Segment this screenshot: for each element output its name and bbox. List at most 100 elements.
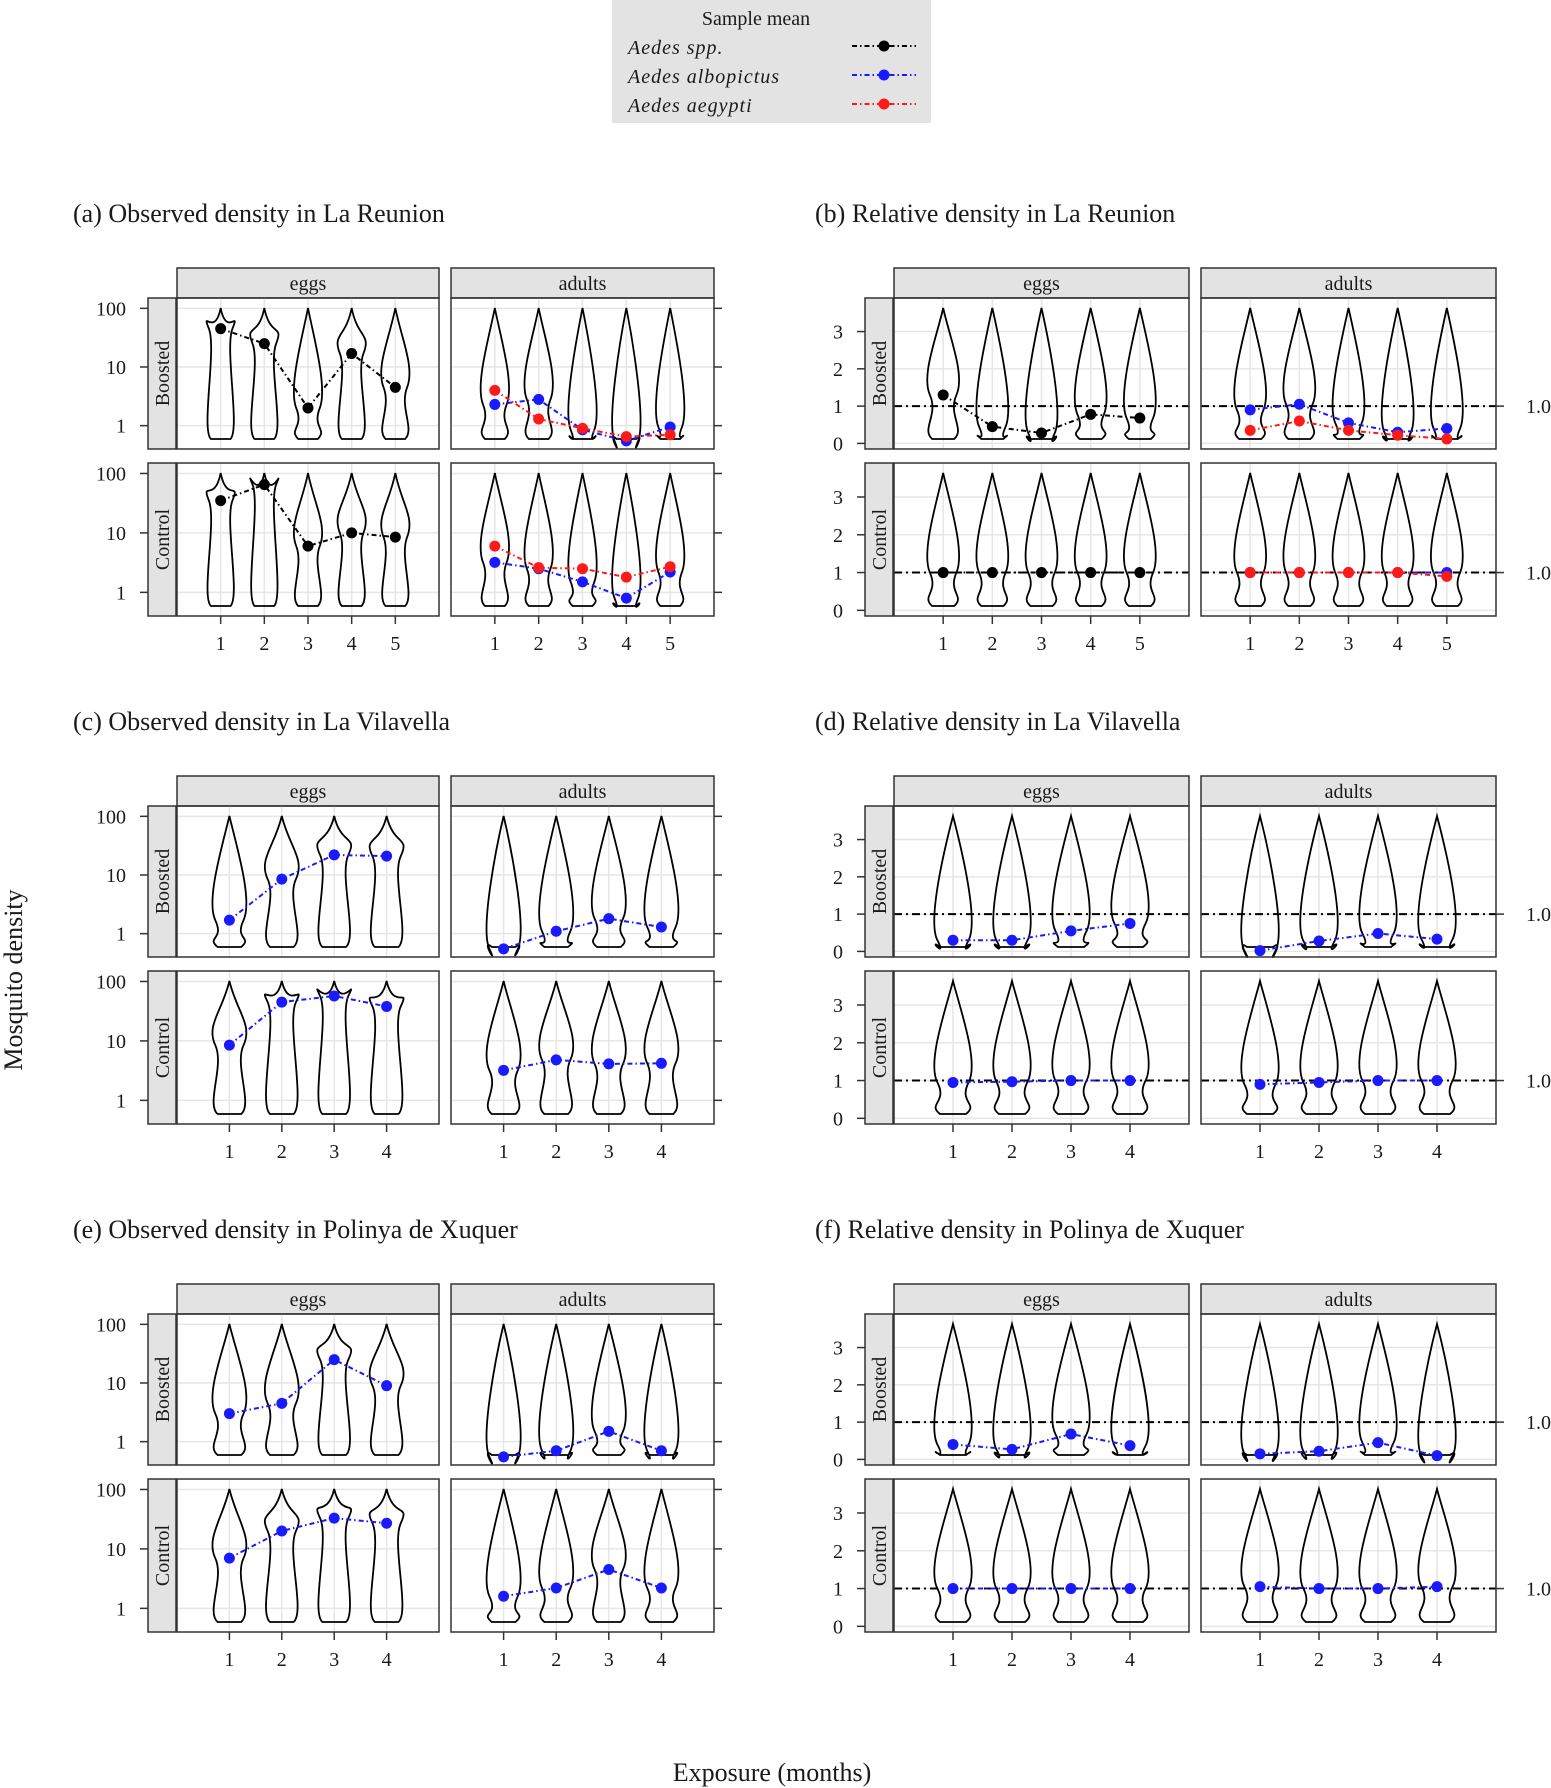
mean-point-spp xyxy=(1134,412,1146,424)
strip-label-adults-e: adults xyxy=(559,1289,607,1311)
x-tick-label: 4 xyxy=(1125,1141,1135,1163)
x-tick-label: 1 xyxy=(948,1141,958,1163)
strip-label-eggs-a: eggs xyxy=(290,273,327,295)
violin xyxy=(655,472,686,607)
mean-line-albo xyxy=(1259,1441,1438,1457)
violin xyxy=(1110,977,1150,1115)
mean-point-albo xyxy=(1293,398,1305,410)
violin xyxy=(1299,1485,1339,1623)
x-tick-label: 1 xyxy=(499,1649,509,1671)
x-tick-label: 2 xyxy=(1294,633,1304,655)
x-tick-label: 2 xyxy=(1007,1141,1017,1163)
mean-point-albo xyxy=(1244,404,1256,416)
violin xyxy=(1024,307,1059,443)
facet-border xyxy=(450,1313,715,1466)
reference-label: 1.0 xyxy=(1526,1412,1551,1434)
mean-point-albo xyxy=(276,1397,288,1409)
row-strip-boosted-b xyxy=(864,297,894,450)
mean-point-albo xyxy=(1313,1076,1325,1088)
mean-point-albo xyxy=(1006,1583,1018,1595)
y-tick-label: 1 xyxy=(833,396,843,418)
violin xyxy=(292,307,324,440)
x-tick-label: 1 xyxy=(499,1141,509,1163)
mean-line-albo xyxy=(503,1568,662,1598)
strip-label-eggs-c: eggs xyxy=(290,781,327,803)
legend-key-dot-albopictus xyxy=(878,69,890,81)
mean-point-spp xyxy=(258,338,270,350)
mean-point-spp xyxy=(1085,567,1097,579)
violin xyxy=(975,307,1010,440)
mean-point-spp xyxy=(986,567,998,579)
facet-border xyxy=(1200,1478,1497,1633)
violin xyxy=(933,1320,973,1456)
panel-title-c: (c) Observed density in La Vilavella xyxy=(73,707,450,736)
y-tick-label: 1 xyxy=(116,416,126,438)
x-tick-label: 3 xyxy=(1373,1141,1383,1163)
mean-point-albo xyxy=(1124,1075,1136,1087)
x-tick-label: 3 xyxy=(303,633,313,655)
mean-point-aeg xyxy=(577,563,588,575)
violin xyxy=(380,307,411,440)
facet-adults-boosted-d xyxy=(1201,806,1496,959)
row-label-control-c: Control xyxy=(152,1017,174,1079)
panel-b: (b) Relative density in La Reunion eggs Bo… xyxy=(815,199,1551,655)
y-tick-label: 0 xyxy=(833,1616,843,1638)
y-tick-label: 2 xyxy=(833,1541,843,1563)
mean-point-albo xyxy=(328,849,340,861)
mean-point-aeg xyxy=(533,562,545,574)
mean-point-spp xyxy=(389,381,401,393)
x-tick-label: 4 xyxy=(1125,1649,1135,1671)
facet-border xyxy=(893,970,1190,1125)
strip-label-eggs-d: eggs xyxy=(1023,781,1060,803)
mean-point-albo xyxy=(1065,1428,1077,1440)
violin xyxy=(1110,1485,1150,1623)
mean-line-albo xyxy=(228,853,387,921)
row-label-boosted-c: Boosted xyxy=(152,849,174,915)
violin xyxy=(1358,1320,1398,1456)
mean-point-albo xyxy=(947,934,959,946)
legend-label-spp: Aedes spp. xyxy=(626,37,724,59)
mean-point-albo xyxy=(620,592,632,604)
x-tick-label: 2 xyxy=(1007,1649,1017,1671)
violin xyxy=(316,980,353,1115)
mean-point-albo xyxy=(498,1590,510,1602)
y-tick-label: 10 xyxy=(106,1031,126,1053)
mean-line-albo xyxy=(1259,1585,1438,1590)
violin xyxy=(485,980,522,1115)
mean-point-albo xyxy=(1372,928,1384,940)
strip-label-eggs-b: eggs xyxy=(1023,273,1060,295)
facet-eggs-control-f xyxy=(894,1479,1189,1632)
row-strip-boosted-a xyxy=(147,297,177,450)
y-tick-label: 10 xyxy=(106,1373,126,1395)
y-tick-label: 3 xyxy=(833,487,843,509)
panel-title-f: (f) Relative density in Polinya de Xuque… xyxy=(815,1215,1244,1244)
violin xyxy=(538,815,575,948)
mean-point-albo xyxy=(655,1582,667,1594)
violin xyxy=(643,980,680,1115)
x-tick-label: 2 xyxy=(551,1141,561,1163)
x-tick-label: 4 xyxy=(621,633,631,655)
violin xyxy=(523,472,554,607)
violin xyxy=(211,1488,248,1623)
y-tick-label: 10 xyxy=(106,523,126,545)
y-tick-label: 1 xyxy=(833,904,843,926)
mean-point-albo xyxy=(1431,933,1443,945)
violin xyxy=(263,980,300,1115)
mean-point-albo xyxy=(1313,935,1325,947)
strip-label-adults-f: adults xyxy=(1325,1289,1373,1311)
mean-point-albo xyxy=(1431,1075,1443,1087)
mean-point-aeg xyxy=(620,431,632,443)
x-tick-label: 4 xyxy=(347,633,357,655)
violin xyxy=(263,1323,300,1456)
violin xyxy=(263,1488,300,1623)
mean-point-aeg xyxy=(577,422,588,434)
y-tick-label: 1 xyxy=(833,1071,843,1093)
row-label-control-a: Control xyxy=(152,509,174,571)
mean-point-albo xyxy=(1124,1440,1136,1452)
mean-point-albo xyxy=(328,1512,340,1524)
violin xyxy=(590,1323,627,1456)
mean-line-albo xyxy=(952,1433,1131,1451)
facet-border xyxy=(450,1478,715,1633)
mean-point-spp xyxy=(1036,427,1047,439)
violin xyxy=(1240,977,1280,1115)
